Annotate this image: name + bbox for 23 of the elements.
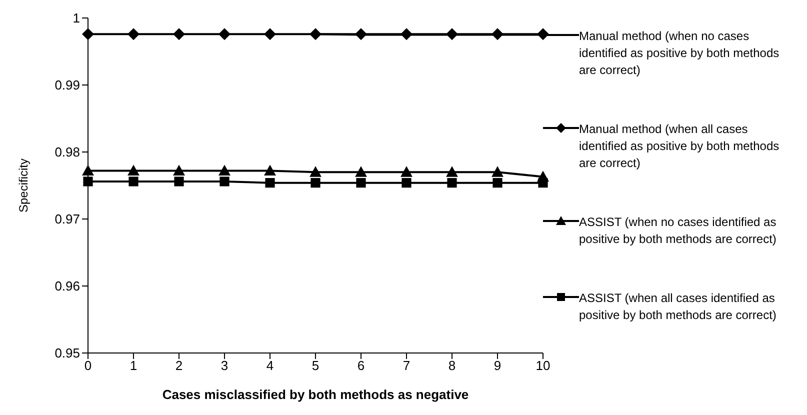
- legend-label: Manual method (when all cases identified as positive by both methods are correct): [579, 121, 780, 172]
- x-tick-label: 1: [130, 358, 138, 374]
- y-axis-title: Specificity: [16, 158, 30, 213]
- x-tick-label: 8: [448, 358, 456, 374]
- x-tick-label: 2: [175, 358, 183, 374]
- y-tick-label: 0.97: [54, 212, 80, 227]
- legend-label: ASSIST (when all cases identified as positive by both methods are correct): [579, 290, 778, 324]
- y-tick-label: 0.95: [54, 346, 80, 361]
- x-axis-title: Cases misclassified by both methods as negative: [162, 387, 469, 402]
- y-tick-label: 1: [72, 10, 80, 26]
- x-tick-label: 4: [266, 358, 274, 374]
- x-tick-label: 10: [536, 358, 550, 374]
- x-tick-label: 3: [220, 358, 228, 374]
- x-tick-label: 6: [357, 358, 365, 374]
- y-tick-label: 0.99: [54, 78, 80, 93]
- x-tick-label: 5: [312, 358, 320, 374]
- y-tick-label: 0.98: [54, 144, 80, 160]
- x-tick-label: 0: [84, 358, 92, 374]
- x-tick-label: 9: [494, 358, 502, 374]
- y-tick-label: 0.96: [54, 278, 80, 294]
- legend-label: ASSIST (when no cases identified as positive by both methods are correct): [579, 214, 778, 248]
- x-tick-label: 7: [402, 358, 410, 374]
- legend-label: Manual method (when no cases identified as positive by both methods are correct): [579, 28, 780, 79]
